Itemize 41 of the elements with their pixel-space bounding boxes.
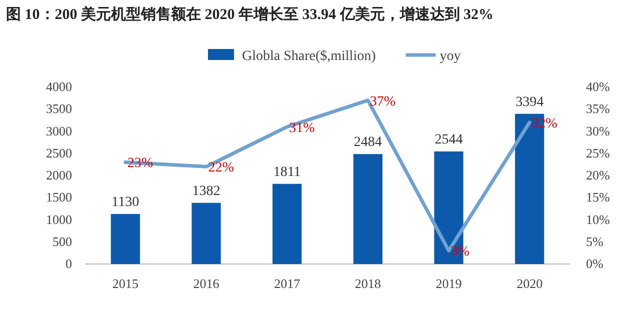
- y-tick-label: 2000: [46, 168, 72, 182]
- legend-label: yoy: [440, 49, 461, 64]
- x-tick-label: 2019: [436, 276, 462, 291]
- data-label: 1382: [192, 184, 220, 199]
- bar: [353, 154, 382, 264]
- data-label: 37%: [370, 94, 396, 110]
- x-tick-label: 2017: [274, 276, 301, 291]
- y-tick-label: 500: [52, 234, 72, 249]
- x-tick-label: 2015: [112, 276, 138, 291]
- x-tick-label: 2016: [193, 276, 220, 291]
- data-label: 22%: [208, 160, 234, 176]
- y-tick-label: 1500: [46, 190, 72, 205]
- y-tick-label: 3000: [46, 123, 72, 138]
- x-tick-label: 2020: [516, 276, 543, 291]
- y-tick-label: 4000: [46, 79, 72, 94]
- data-label: 31%: [289, 120, 316, 136]
- y-tick-label: 1000: [46, 212, 72, 227]
- bar: [110, 214, 140, 264]
- y2-tick-label: 20%: [586, 168, 610, 182]
- y2-tick-label: 5%: [586, 234, 604, 249]
- data-label: 23%: [127, 156, 154, 172]
- data-label: 2544: [434, 132, 463, 148]
- bar: [192, 202, 221, 264]
- legend-label: Globla Share($,million): [242, 49, 376, 64]
- y-tick-label: 0: [66, 256, 72, 271]
- y2-tick-label: 35%: [586, 101, 610, 116]
- y2-tick-label: 0%: [586, 256, 604, 271]
- chart-title: 图 10：200 美元机型销售额在 2020 年增长至 33.94 亿美元，增速达到 32%: [6, 5, 494, 23]
- y2-tick-label: 25%: [586, 145, 610, 160]
- x-tick-label: 2018: [354, 276, 381, 291]
- data-label: 2484: [354, 135, 382, 150]
- bar: [272, 184, 302, 264]
- y2-tick-label: 15%: [586, 190, 610, 205]
- y-tick-label: 3500: [46, 101, 72, 116]
- y-tick-label: 2500: [46, 145, 72, 160]
- data-label: 3394: [516, 94, 544, 110]
- data-label: 1811: [273, 164, 301, 180]
- y2-tick-label: 10%: [586, 212, 610, 227]
- data-label: 1130: [112, 194, 140, 210]
- y2-tick-label: 40%: [586, 79, 610, 94]
- y2-tick-label: 30%: [586, 123, 610, 138]
